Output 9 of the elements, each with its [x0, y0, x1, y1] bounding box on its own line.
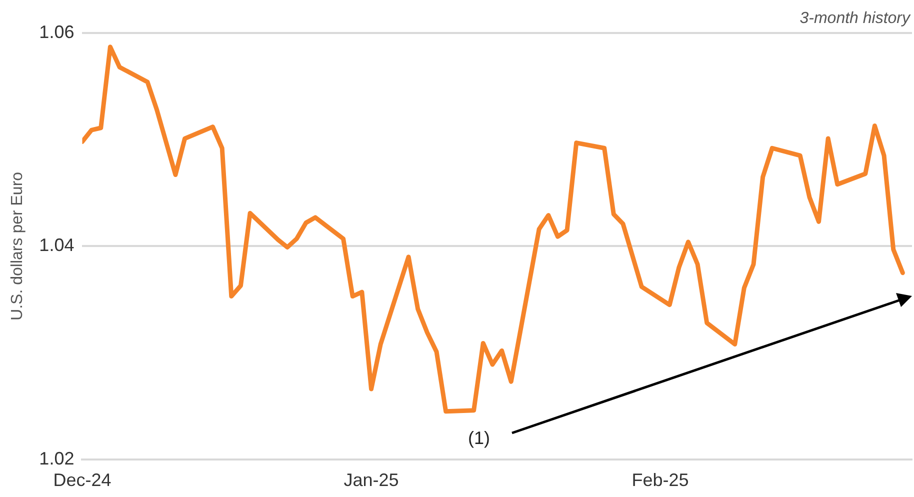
text: 3-month history — [800, 10, 910, 28]
y-tick-label: 1.06 — [39, 22, 74, 42]
y-tick-label: 1.04 — [39, 235, 74, 256]
y-axis-title: U.S. dollars per Euro — [9, 172, 26, 320]
y-tick-label: 1.02 — [39, 448, 74, 468]
x-tick-label: Jan-25 — [344, 470, 399, 490]
x-tick-label: Feb-25 — [632, 470, 689, 490]
annotation: (1) — [468, 428, 490, 449]
x-tick-label: Dec-24 — [53, 470, 112, 490]
